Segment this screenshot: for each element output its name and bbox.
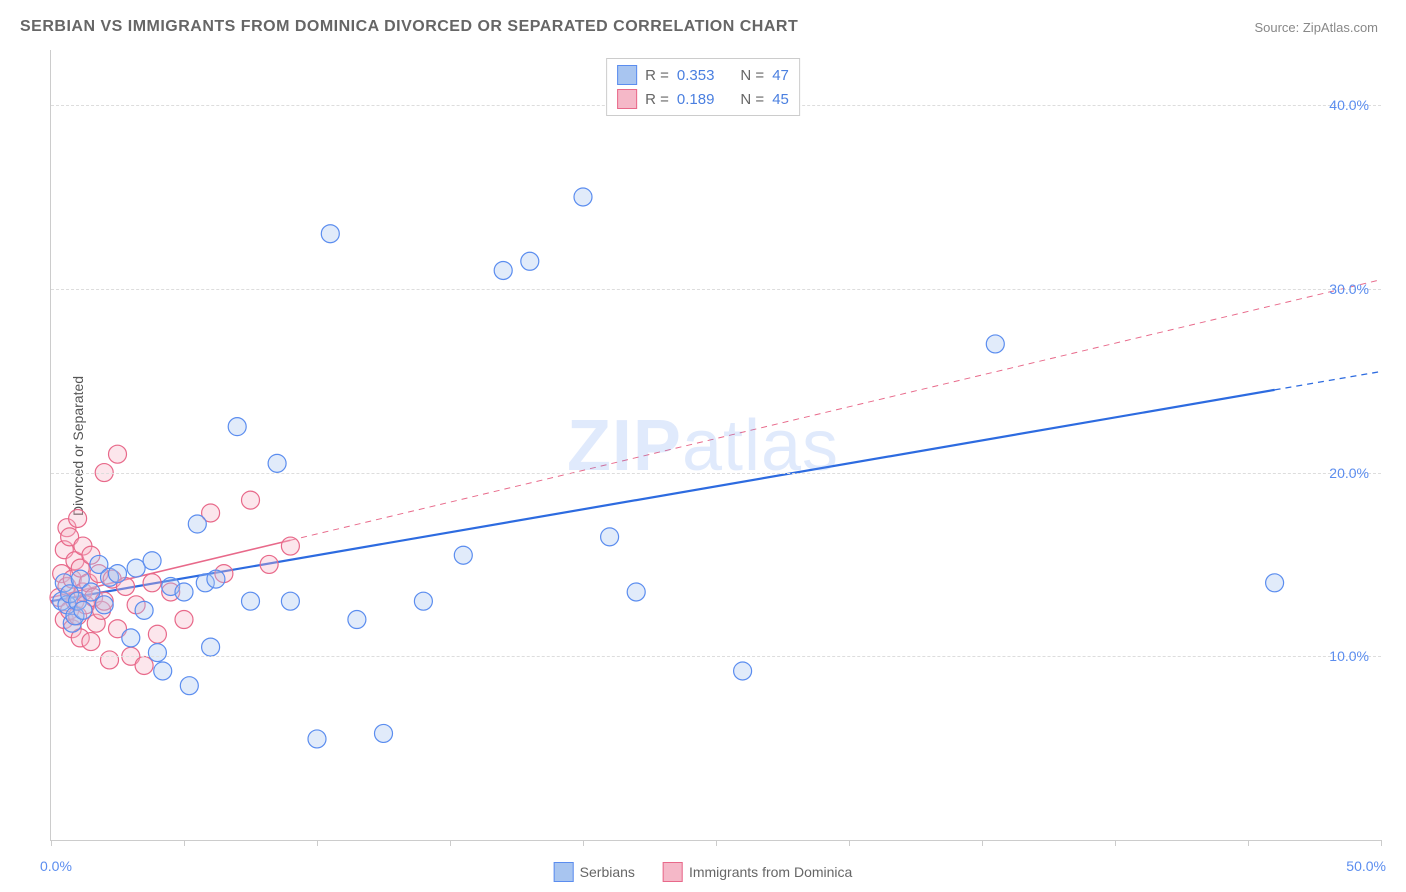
bottom-swatch-1 <box>663 862 683 882</box>
x-tick-mark <box>51 840 52 846</box>
stat-legend-row-0: R = 0.353 N = 47 <box>617 63 789 87</box>
plot-area: 10.0% 20.0% 30.0% 40.0% <box>50 50 1381 841</box>
bottom-legend-label-0: Serbians <box>580 864 635 880</box>
x-tick-mark <box>450 840 451 846</box>
r-value-0: 0.353 <box>677 67 715 84</box>
x-tick-mark <box>1115 840 1116 846</box>
swatch-series-0 <box>617 65 637 85</box>
bottom-legend-item-0: Serbians <box>554 862 635 882</box>
bottom-legend: Serbians Immigrants from Dominica <box>554 862 853 882</box>
x-tick-mark <box>317 840 318 846</box>
gridline-h <box>51 656 1381 657</box>
r-label: R = <box>645 67 669 84</box>
bottom-legend-label-1: Immigrants from Dominica <box>689 864 852 880</box>
y-tick-label: 10.0% <box>1329 648 1369 664</box>
x-tick-mark <box>982 840 983 846</box>
y-tick-label: 40.0% <box>1329 97 1369 113</box>
stat-legend-box: R = 0.353 N = 47 R = 0.189 N = 45 <box>606 58 800 116</box>
x-tick-label-max: 50.0% <box>1346 858 1386 874</box>
n-value-1: 45 <box>772 91 789 108</box>
x-tick-mark <box>716 840 717 846</box>
x-tick-mark <box>1248 840 1249 846</box>
bottom-legend-item-1: Immigrants from Dominica <box>663 862 852 882</box>
x-tick-mark <box>849 840 850 846</box>
n-label: N = <box>740 91 764 108</box>
bottom-swatch-0 <box>554 862 574 882</box>
n-value-0: 47 <box>772 67 789 84</box>
scatter-plot-svg <box>51 50 1381 840</box>
y-tick-label: 20.0% <box>1329 465 1369 481</box>
x-tick-mark <box>184 840 185 846</box>
chart-title: SERBIAN VS IMMIGRANTS FROM DOMINICA DIVO… <box>20 18 798 36</box>
x-tick-mark <box>1381 840 1382 846</box>
source-label: Source: ZipAtlas.com <box>1254 20 1378 35</box>
x-tick-mark <box>583 840 584 846</box>
r-label: R = <box>645 91 669 108</box>
stat-legend-row-1: R = 0.189 N = 45 <box>617 87 789 111</box>
y-tick-label: 30.0% <box>1329 281 1369 297</box>
r-value-1: 0.189 <box>677 91 715 108</box>
gridline-h <box>51 473 1381 474</box>
n-label: N = <box>740 67 764 84</box>
x-tick-label-min: 0.0% <box>40 858 72 874</box>
gridline-h <box>51 289 1381 290</box>
swatch-series-1 <box>617 89 637 109</box>
